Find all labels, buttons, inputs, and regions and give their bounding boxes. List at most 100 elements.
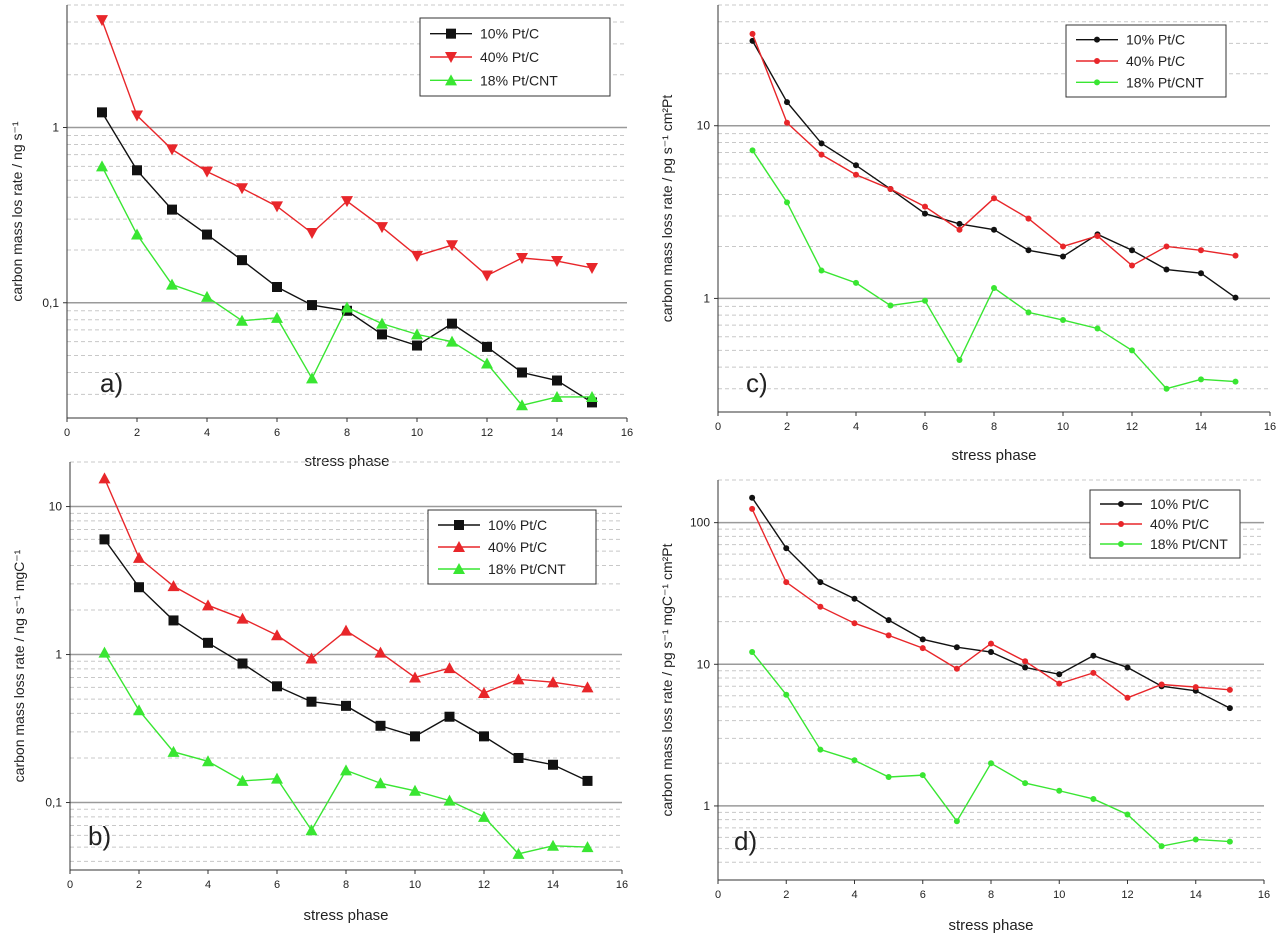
data-point — [374, 777, 387, 789]
x-tick-label: 16 — [1258, 889, 1270, 901]
x-tick-label: 0 — [715, 889, 721, 901]
data-point — [132, 165, 142, 176]
panel-label: c) — [746, 368, 768, 398]
data-point — [784, 119, 790, 126]
data-point — [956, 220, 963, 227]
data-point — [446, 240, 458, 252]
panel-label: d) — [734, 826, 757, 856]
data-point — [167, 204, 177, 215]
legend-label: 40% Pt/C — [1150, 516, 1209, 532]
data-point — [587, 397, 597, 408]
data-point — [340, 764, 352, 776]
data-point — [1094, 36, 1100, 43]
data-point — [1094, 232, 1101, 239]
data-point — [96, 160, 108, 172]
x-axis-title: stress phase — [303, 907, 388, 924]
gridlines — [70, 461, 622, 862]
data-point — [988, 649, 994, 656]
data-point — [1198, 376, 1204, 383]
x-tick-label: 16 — [621, 427, 633, 439]
data-point — [306, 696, 317, 707]
data-point — [1129, 247, 1135, 254]
data-point — [516, 399, 528, 411]
data-point — [1022, 780, 1029, 787]
series-18-pt-cnt — [96, 160, 598, 411]
data-point — [582, 775, 593, 786]
y-tick-label: 10 — [697, 119, 711, 133]
data-point — [1192, 684, 1199, 691]
y-axis-title: carbon mass loss rate / ng s⁻¹ mgC⁻¹ — [11, 549, 27, 782]
x-tick-label: 12 — [478, 879, 490, 891]
data-point — [444, 711, 455, 722]
data-point — [1090, 795, 1097, 802]
data-point — [1124, 694, 1131, 701]
x-tick-label: 2 — [784, 421, 790, 433]
legend-entry: 18% Pt/CNT — [1100, 536, 1228, 552]
series-18-pt-cnt — [749, 147, 1239, 392]
data-point — [853, 279, 859, 286]
data-point — [340, 624, 352, 636]
series-40-pt-c — [749, 30, 1239, 269]
data-point — [97, 107, 107, 118]
data-point — [1232, 378, 1239, 385]
data-point — [236, 612, 249, 624]
data-point — [482, 341, 492, 352]
data-point — [1163, 385, 1170, 392]
y-axis-title: carbon mass los rate / ng s⁻¹ — [9, 121, 25, 301]
data-point — [885, 617, 892, 624]
legend-label: 40% Pt/C — [488, 539, 547, 555]
x-tick-label: 8 — [988, 889, 994, 901]
data-point — [98, 472, 111, 484]
data-point — [581, 681, 594, 693]
data-point — [481, 270, 493, 282]
data-point — [272, 281, 282, 292]
data-point — [1060, 243, 1066, 250]
data-point — [453, 563, 465, 574]
legend-entry: 18% Pt/CNT — [1076, 74, 1204, 90]
legend-entry: 40% Pt/C — [438, 539, 547, 555]
data-point — [201, 290, 213, 302]
series-10-pt-c — [749, 37, 1239, 301]
data-point — [1094, 325, 1101, 332]
data-point — [376, 222, 388, 234]
data-point — [409, 784, 421, 796]
x-tick-label: 10 — [411, 427, 423, 439]
data-point — [991, 226, 997, 233]
data-point — [1056, 787, 1063, 794]
data-point — [953, 644, 960, 651]
data-point — [1060, 317, 1066, 324]
x-axis-title: stress phase — [948, 917, 1033, 934]
data-point — [953, 818, 960, 825]
x-tick-label: 12 — [1126, 421, 1138, 433]
data-point — [851, 620, 858, 627]
legend: 10% Pt/C 40% Pt/C 18% Pt/CNT — [419, 17, 611, 97]
data-point — [168, 615, 179, 626]
data-point — [1025, 247, 1032, 254]
data-point — [1158, 681, 1165, 688]
x-tick-label: 10 — [1057, 421, 1069, 433]
data-point — [376, 317, 388, 329]
x-axis-title: stress phase — [951, 447, 1036, 464]
data-point — [237, 255, 247, 266]
data-point — [454, 520, 464, 530]
y-tick-label: 1 — [703, 799, 710, 813]
x-tick-label: 4 — [205, 879, 211, 891]
legend-label: 10% Pt/C — [488, 517, 547, 533]
legend-entry: 10% Pt/C — [438, 517, 547, 533]
data-point — [443, 662, 456, 674]
legend: 10% Pt/C 40% Pt/C 18% Pt/CNT — [427, 509, 597, 585]
data-point — [551, 256, 563, 268]
data-point — [412, 340, 422, 351]
data-point — [1198, 247, 1204, 254]
data-point — [919, 772, 926, 779]
legend-entry: 18% Pt/CNT — [438, 561, 566, 577]
data-point — [305, 824, 318, 836]
data-point — [818, 267, 825, 274]
legend-label: 18% Pt/CNT — [1150, 536, 1228, 552]
data-point — [98, 646, 111, 658]
data-point — [552, 375, 562, 386]
chart-b: 0 2 4 6 8 10 12 14 16 10 1 0,1 stress phase carbon ma… — [11, 461, 628, 924]
data-point — [446, 28, 456, 39]
